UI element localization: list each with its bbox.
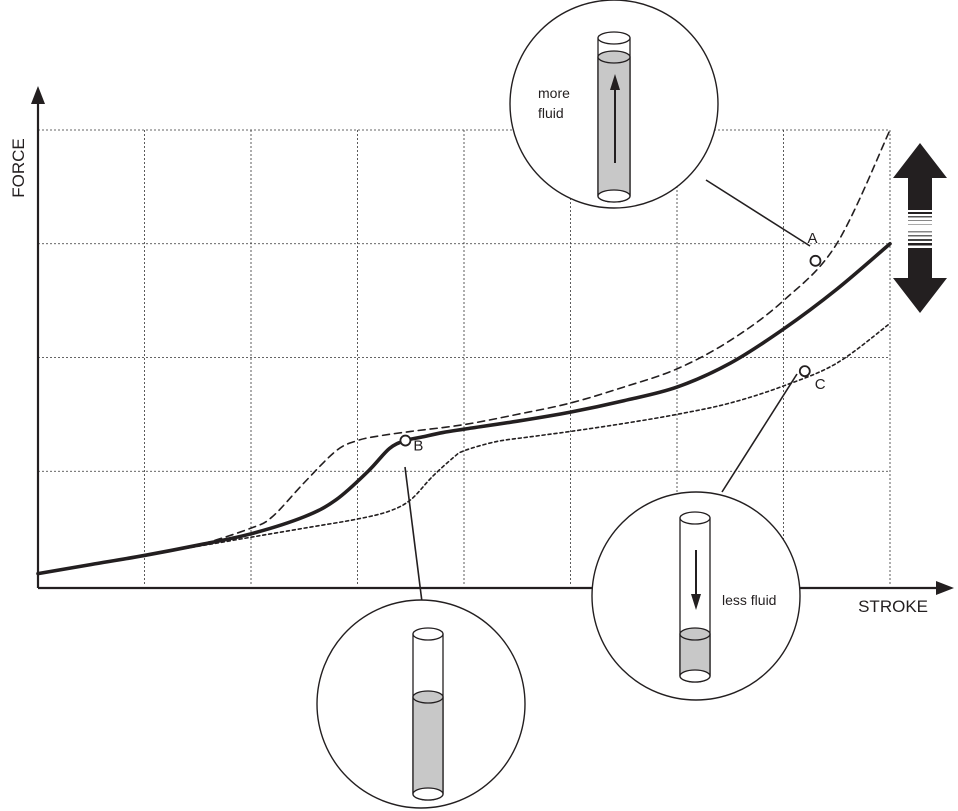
curves bbox=[36, 129, 892, 576]
callout-line-b bbox=[404, 466, 423, 603]
callout-line-a bbox=[705, 179, 811, 247]
point-marker-a bbox=[809, 254, 822, 267]
axes: FORCE STROKE bbox=[9, 86, 954, 616]
points: A B C bbox=[399, 230, 826, 455]
test-tube-icon bbox=[412, 627, 444, 801]
point-marker-c bbox=[798, 365, 811, 378]
more-fluid-label: more fluid bbox=[538, 85, 574, 121]
series-line-dashed bbox=[37, 129, 891, 575]
callout-more-fluid: more fluid bbox=[509, 0, 719, 209]
callout-line-c bbox=[721, 373, 798, 493]
series-line-solid-thick bbox=[36, 241, 892, 576]
y-axis-arrowhead bbox=[31, 86, 45, 104]
y-axis-label: FORCE bbox=[9, 138, 28, 198]
up-down-arrow-icon bbox=[893, 143, 947, 313]
x-axis-arrowhead bbox=[936, 581, 954, 595]
point-label-a: A bbox=[807, 230, 817, 247]
point-label-c: C bbox=[815, 376, 826, 393]
grid bbox=[38, 129, 891, 585]
point-label-b: B bbox=[413, 438, 423, 455]
point-marker-b bbox=[399, 434, 412, 447]
arrow-down-icon bbox=[691, 550, 701, 610]
arrow-up-icon bbox=[610, 74, 620, 163]
callout-normal-fluid bbox=[316, 599, 526, 809]
callout-less-fluid: less fluid bbox=[591, 491, 801, 701]
series-line-dotted bbox=[37, 322, 891, 575]
less-fluid-label: less fluid bbox=[722, 592, 776, 608]
x-axis-label: STROKE bbox=[858, 597, 928, 616]
